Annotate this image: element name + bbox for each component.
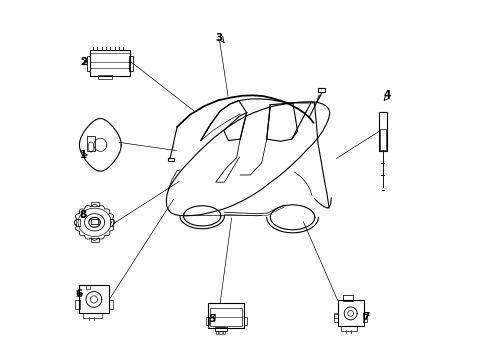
Bar (91, 220, 98, 225)
Text: 1: 1 (80, 150, 87, 160)
Bar (89, 50, 129, 76)
Bar (91, 202, 99, 206)
Bar (215, 327, 226, 331)
Bar (83, 313, 102, 318)
Bar (216, 331, 218, 334)
Bar (318, 88, 324, 92)
Text: 7: 7 (361, 312, 368, 322)
Bar (91, 238, 99, 242)
Bar (109, 219, 113, 226)
Bar (108, 301, 113, 309)
Bar (205, 318, 208, 325)
Bar (341, 326, 357, 330)
Text: 6: 6 (75, 289, 82, 299)
Text: 4: 4 (383, 90, 390, 100)
Bar (219, 331, 221, 334)
Bar (79, 285, 109, 314)
Bar (98, 75, 112, 79)
Bar (207, 303, 244, 328)
Text: 2: 2 (80, 57, 87, 67)
Bar (75, 301, 80, 309)
Bar (362, 314, 366, 322)
Bar (337, 301, 363, 326)
Text: 8: 8 (80, 210, 86, 220)
Bar (333, 314, 338, 322)
Bar (129, 56, 132, 71)
Bar (379, 129, 385, 150)
Bar (333, 314, 338, 318)
Bar (209, 308, 242, 326)
Bar (244, 318, 246, 325)
Text: 5: 5 (207, 314, 215, 324)
Bar (222, 331, 224, 334)
Bar (86, 285, 90, 289)
Bar (87, 135, 95, 150)
Bar (343, 296, 352, 301)
Bar (76, 219, 80, 226)
Text: 3: 3 (215, 33, 223, 43)
Bar (86, 56, 90, 71)
Bar (168, 158, 174, 161)
Bar (379, 112, 386, 150)
